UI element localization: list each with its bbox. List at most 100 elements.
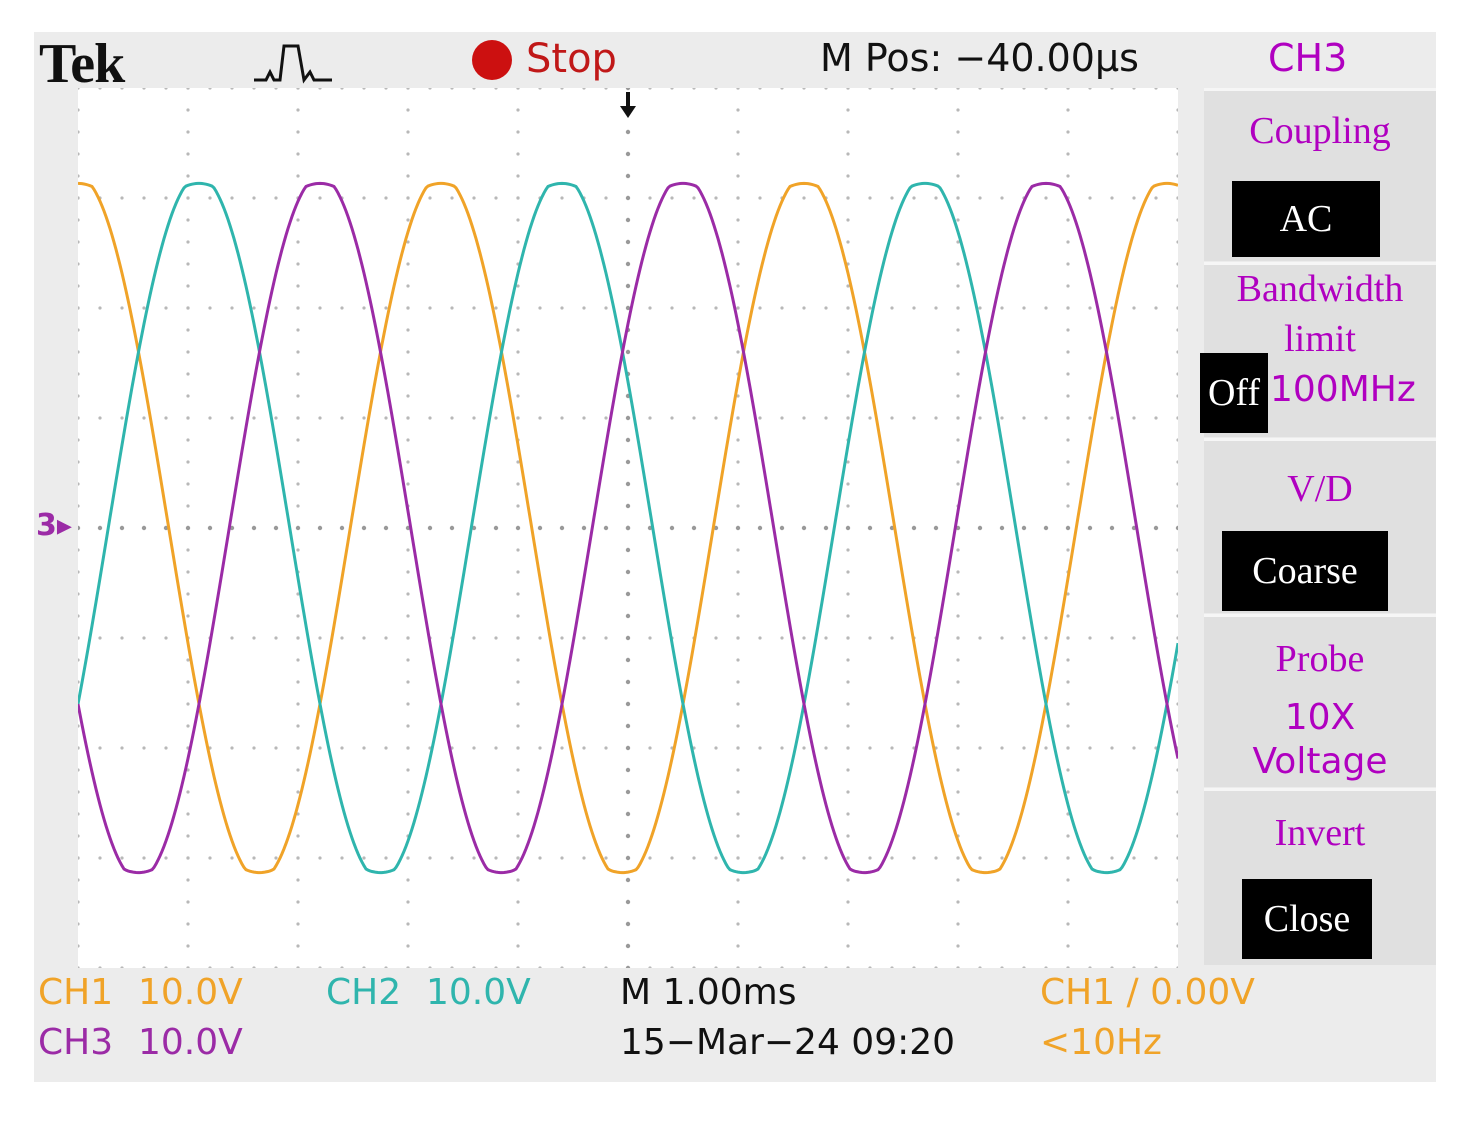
graticule-dot xyxy=(428,856,432,860)
graticule-dot xyxy=(186,262,190,266)
frequency-readout: <10Hz xyxy=(1040,1022,1162,1063)
graticule-dot xyxy=(1066,152,1070,156)
graticule-dot xyxy=(252,306,256,310)
graticule-dot xyxy=(406,922,410,926)
graticule-dot xyxy=(428,88,432,90)
graticule-dot xyxy=(538,88,542,90)
graticule-dot xyxy=(625,855,631,861)
graticule-dot xyxy=(383,525,389,531)
graticule-dot xyxy=(956,152,960,156)
graticule-dot xyxy=(736,174,740,178)
graticule-dot xyxy=(186,878,190,882)
graticule-dot xyxy=(604,636,608,640)
graticule-dot xyxy=(1066,306,1070,310)
graticule-dot xyxy=(714,746,718,750)
graticule-dot xyxy=(516,790,520,794)
graticule-dot xyxy=(625,789,631,795)
graticule-dot xyxy=(846,966,850,968)
graticule-dot xyxy=(186,790,190,794)
graticule-dot xyxy=(582,416,586,420)
graticule-dot xyxy=(142,306,146,310)
graticule-dot xyxy=(603,525,609,531)
graticule-dot xyxy=(934,966,938,968)
graticule-dot xyxy=(824,88,828,90)
graticule-dot xyxy=(296,944,300,948)
graticule-dot xyxy=(296,416,300,420)
graticule-dot xyxy=(956,548,960,552)
graticule-dot xyxy=(406,680,410,684)
graticule-dot xyxy=(1132,746,1136,750)
ch3-label: CH3 xyxy=(38,1022,114,1063)
graticule-dot xyxy=(670,416,674,420)
run-state[interactable]: Stop xyxy=(526,36,617,82)
graticule-dot xyxy=(186,966,190,968)
graticule-dot xyxy=(956,88,960,90)
graticule-dot xyxy=(1176,152,1178,156)
graticule-dot xyxy=(1176,460,1178,464)
graticule-dot xyxy=(846,218,850,222)
graticule-dot xyxy=(1000,856,1004,860)
graticule-dot xyxy=(956,372,960,376)
graticule-dot xyxy=(1087,525,1093,531)
ch2-trace xyxy=(78,181,1178,875)
graticule-dot xyxy=(1088,88,1092,90)
graticule-dot xyxy=(1088,636,1092,640)
volts-div-menu-button[interactable]: V/D Coarse xyxy=(1204,438,1436,613)
probe-menu-button[interactable]: Probe 10X Voltage xyxy=(1204,614,1436,787)
graticule-dot xyxy=(78,614,80,618)
graticule-dot xyxy=(846,944,850,948)
graticule-dot xyxy=(252,88,256,90)
graticule-dot xyxy=(736,592,740,596)
graticule-dot xyxy=(890,416,894,420)
graticule-dot xyxy=(252,966,256,968)
graticule-dot xyxy=(296,130,300,134)
graticule-dot xyxy=(625,525,631,531)
graticule-dot xyxy=(428,966,432,968)
graticule-dot xyxy=(384,966,388,968)
graticule-dot xyxy=(846,108,850,112)
graticule-dot xyxy=(736,306,740,310)
graticule-dot xyxy=(559,525,565,531)
graticule-dot xyxy=(625,657,631,663)
graticule-dot xyxy=(120,196,124,200)
graticule-dot xyxy=(736,746,740,750)
graticule-dot xyxy=(472,746,476,750)
graticule-dot xyxy=(78,240,80,244)
graticule-dot xyxy=(1109,525,1115,531)
graticule-dot xyxy=(934,416,938,420)
graticule-dot xyxy=(78,966,80,968)
graticule-dot xyxy=(582,746,586,750)
bandwidth-menu-button[interactable]: Bandwidth limit Off 100MHz xyxy=(1200,262,1436,437)
graticule-dot xyxy=(1044,196,1048,200)
graticule-dot xyxy=(1066,592,1070,596)
graticule-dot xyxy=(1066,416,1070,420)
graticule-dot xyxy=(1154,196,1158,200)
graticule-dot xyxy=(1176,834,1178,838)
graticule-dot xyxy=(406,548,410,552)
graticule-dot xyxy=(296,240,300,244)
graticule-dot xyxy=(1176,218,1178,222)
graticule-dot xyxy=(736,724,740,728)
graticule-dot xyxy=(230,306,234,310)
graticule-dot xyxy=(340,636,344,640)
graticule-dot xyxy=(670,196,674,200)
graticule-dot xyxy=(274,88,278,90)
graticule-dot xyxy=(78,812,80,816)
graticule-dot xyxy=(98,88,102,90)
graticule-dot xyxy=(186,416,190,420)
graticule-dot xyxy=(780,88,784,90)
graticule-dot xyxy=(736,856,740,860)
graticule-dot xyxy=(164,856,168,860)
graticule-dot xyxy=(406,966,410,968)
graticule-dot xyxy=(846,878,850,882)
graticule-dot xyxy=(1000,88,1004,90)
graticule-dot xyxy=(406,658,410,662)
graticule-dot xyxy=(406,88,410,90)
graticule-dot xyxy=(318,636,322,640)
coupling-menu-button[interactable]: Coupling AC xyxy=(1204,88,1436,261)
graticule-dot xyxy=(780,966,784,968)
graticule-dot xyxy=(1022,746,1026,750)
graticule-dot xyxy=(978,636,982,640)
graticule-dot xyxy=(912,416,916,420)
invert-menu-button[interactable]: Invert Close xyxy=(1204,788,1436,965)
